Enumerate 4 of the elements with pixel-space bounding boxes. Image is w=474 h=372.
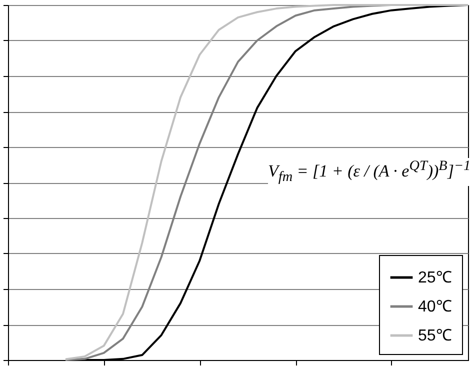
legend-label: 40℃: [418, 298, 452, 316]
legend-label: 55℃: [418, 328, 452, 344]
legend-label: 25℃: [418, 270, 452, 286]
annotation: V$_{fm}$ = [1 + (ε / (A · e$^{QT}$))$^{B}$]$^{−1}$: [268, 158, 471, 186]
